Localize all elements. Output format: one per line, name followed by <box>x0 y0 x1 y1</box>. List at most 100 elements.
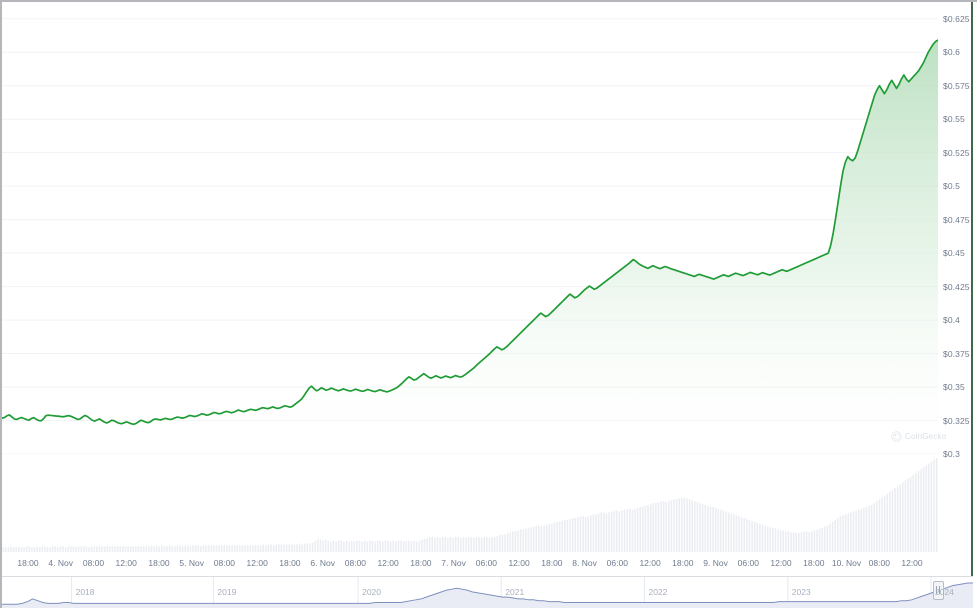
volume-bar <box>90 546 93 552</box>
volume-bar <box>340 540 343 552</box>
volume-bar <box>517 530 519 552</box>
range-navigator[interactable]: 2018 2019 2020 2021 2022 2023 2024 <box>2 576 973 608</box>
volume-bar <box>538 525 540 552</box>
volume-bar <box>392 540 395 552</box>
volume-bar <box>343 541 345 552</box>
volume-bar <box>7 547 10 552</box>
volume-bar <box>408 540 410 552</box>
volume-bar <box>400 540 402 552</box>
volume-bar <box>348 541 350 552</box>
volume-bar <box>686 498 688 552</box>
x-axis-tick-label: 18:00 <box>541 558 563 568</box>
volume-bar <box>93 546 96 552</box>
price-series-svg <box>2 18 938 454</box>
y-axis-tick-label: $0.55 <box>943 114 965 125</box>
volume-bar <box>64 547 67 552</box>
volume-bar <box>855 510 857 552</box>
volume-bar <box>678 498 681 552</box>
volume-bar <box>259 545 262 552</box>
volume-bar <box>298 543 301 552</box>
volume-bar <box>335 541 337 552</box>
navigator-year-label: 2018 <box>75 587 95 597</box>
volume-bar <box>655 503 657 552</box>
navigator-right-handle[interactable] <box>933 581 944 600</box>
volume-bar <box>59 546 62 552</box>
volume-bar <box>10 546 12 552</box>
volume-bar <box>930 461 933 552</box>
volume-bar <box>852 511 855 552</box>
volume-bar <box>709 506 712 552</box>
y-axis-tick-label: $0.45 <box>943 248 965 259</box>
volume-bar <box>54 546 57 552</box>
volume-bar <box>907 478 909 552</box>
volume-bar <box>712 506 714 552</box>
x-axis-tick-label: 12:00 <box>508 558 530 568</box>
volume-bar <box>213 545 215 552</box>
volume-bar <box>163 546 166 552</box>
volume-bar <box>821 527 824 552</box>
x-axis-tick-label: 08:00 <box>82 558 105 568</box>
volume-bar <box>561 520 564 552</box>
volume-bar <box>798 533 800 552</box>
volume-bar <box>582 516 584 552</box>
navigator-area-fill <box>2 583 973 608</box>
volume-bar <box>831 521 834 552</box>
price-area-fill <box>2 40 938 454</box>
volume-bar <box>467 536 470 552</box>
volume-bar <box>870 505 873 552</box>
volume-bar <box>127 546 129 552</box>
volume-bar <box>38 547 41 552</box>
watermark-label: CoinGecko <box>905 432 947 441</box>
x-axis-tick-label: 12:00 <box>639 558 661 568</box>
volume-bar <box>62 546 64 552</box>
volume-bar <box>179 545 181 552</box>
volume-bar <box>202 545 205 552</box>
volume-bar <box>135 546 137 552</box>
volume-bar <box>434 537 436 552</box>
volume-bar <box>460 537 462 552</box>
volume-bar <box>642 506 644 552</box>
volume-bar <box>639 506 642 552</box>
volume-bar <box>189 546 192 552</box>
volume-bar <box>688 499 691 552</box>
volume-bar <box>103 546 106 552</box>
volume-bar <box>44 546 46 552</box>
volume-bar <box>590 515 592 552</box>
coingecko-logo-icon <box>891 431 902 442</box>
price-plot-area[interactable] <box>2 2 938 454</box>
volume-bar <box>649 504 652 552</box>
volume-bar <box>184 545 187 552</box>
volume-bar <box>704 505 707 552</box>
volume-bar <box>785 531 787 552</box>
volume-bar <box>769 527 772 552</box>
volume-bar <box>366 541 369 552</box>
volume-bar <box>483 536 486 552</box>
volume-bar <box>761 524 764 552</box>
volume-bar <box>800 532 803 552</box>
volume-bar <box>519 529 522 552</box>
volume-bar <box>540 526 543 552</box>
volume-bar <box>532 526 535 552</box>
volume-bar <box>514 531 517 552</box>
volume-bar <box>70 546 72 552</box>
volume-bar <box>200 546 202 552</box>
volume-bar <box>733 514 735 552</box>
volume-bar <box>774 528 777 552</box>
volume-bar <box>618 511 621 552</box>
volume-bar <box>787 531 790 552</box>
volume-bar <box>795 533 798 552</box>
volume-bar <box>816 529 818 552</box>
volume-bar <box>155 546 158 552</box>
y-axis-tick-label: $0.575 <box>943 80 970 91</box>
volume-bar <box>922 467 925 552</box>
volume-bar <box>2 547 5 552</box>
volume-bar <box>525 528 527 552</box>
volume-bar <box>322 540 324 552</box>
volume-bar <box>803 531 805 552</box>
x-axis-tick-label: 18:00 <box>803 558 825 568</box>
volume-bar <box>553 522 556 552</box>
volume-bar <box>543 525 545 552</box>
volume-bar <box>119 546 122 552</box>
volume-plot-area[interactable] <box>2 454 938 554</box>
